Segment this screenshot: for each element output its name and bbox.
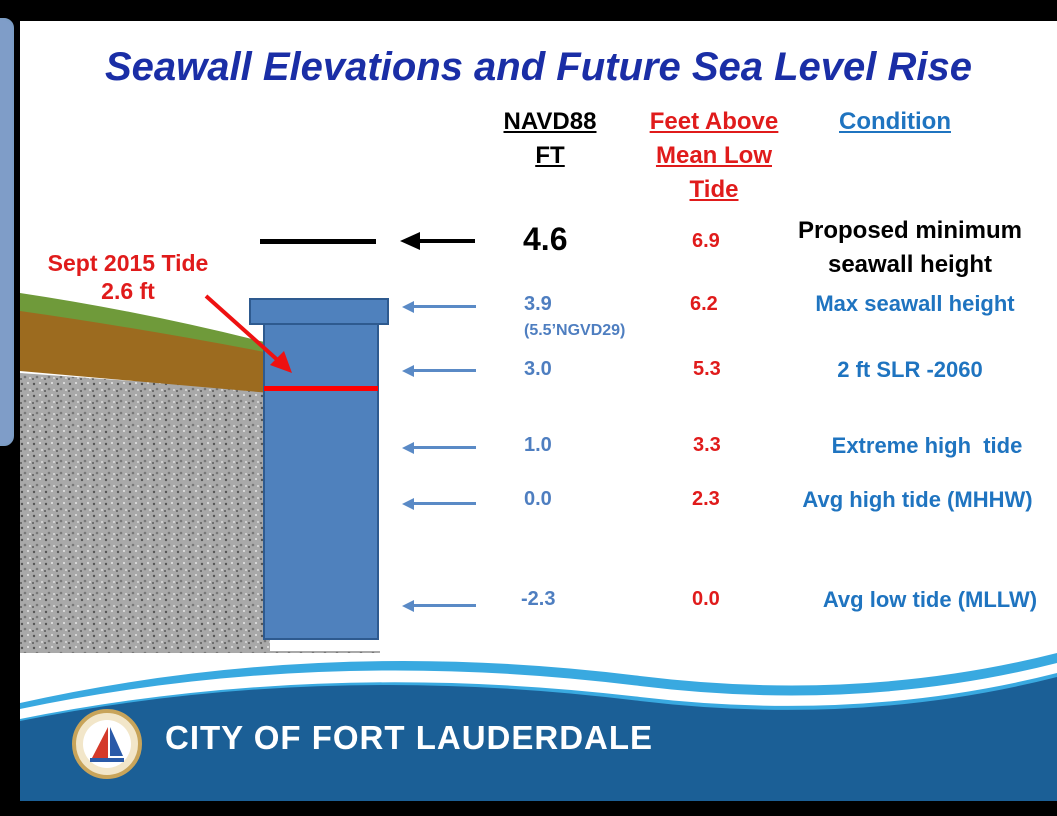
arrow-head-row-3 — [402, 365, 414, 377]
header-feet-line3: Tide — [689, 176, 739, 203]
side-panel — [0, 18, 14, 446]
navd88-value-row-6: -2.3 — [521, 588, 556, 610]
feet-value-row-6: 0.0 — [692, 588, 720, 610]
header-feet-line1: Feet Above — [649, 108, 779, 135]
feet-value-row-4: 3.3 — [693, 434, 721, 456]
tide-label-line2: 2.6 ft — [101, 278, 155, 304]
feet-value-row-5: 2.3 — [692, 488, 720, 510]
condition-row-4: Extreme high tide — [831, 433, 1023, 458]
tide-label-line1: Sept 2015 Tide — [47, 250, 209, 276]
proposed-height-line — [260, 239, 376, 244]
slide: Seawall Elevations and Future Sea Level … — [20, 21, 1057, 801]
tide-pointer-head — [270, 351, 292, 373]
condition-row-6: Avg low tide (MLLW) — [822, 587, 1038, 612]
header-navd88-line2: FT — [535, 142, 565, 169]
navd88-value-row-2: 3.9 — [524, 293, 552, 315]
condition-row-3: 2 ft SLR -2060 — [837, 357, 983, 382]
proposed-arrow-head — [400, 232, 420, 250]
navd88-note-row-2: (5.5’NGVD29) — [524, 322, 626, 339]
proposed-arrow-shaft — [415, 239, 475, 243]
seawall-body — [263, 322, 379, 640]
footer-wave-white — [20, 663, 1057, 719]
arrow-row-3 — [414, 369, 476, 372]
grass-layer — [20, 293, 270, 353]
arrow-row-5 — [414, 502, 476, 505]
condition-row-1: Proposed minimum seawall height — [775, 214, 1045, 282]
header-feet-above: Feet Above Mean Low Tide — [630, 105, 798, 207]
arrow-head-row-2 — [402, 301, 414, 313]
condition-row-5: Avg high tide (MHHW) — [802, 487, 1033, 512]
header-condition: Condition — [839, 108, 951, 135]
condition-row-2: Max seawall height — [815, 291, 1015, 316]
footer-band — [20, 677, 1057, 801]
feet-value-row-3: 5.3 — [693, 358, 721, 380]
tide-pointer-line — [204, 294, 284, 366]
navd88-value-row-4: 1.0 — [524, 434, 552, 456]
seawall-cap — [249, 298, 389, 325]
condition-row-1-line1: Proposed minimum — [797, 217, 1023, 244]
navd88-value-row-1: 4.6 — [523, 221, 568, 257]
gravel-below-wall — [20, 381, 270, 653]
header-feet-line2: Mean Low — [655, 142, 772, 169]
condition-row-1-line2: seawall height — [827, 251, 993, 278]
arrow-row-2 — [414, 305, 476, 308]
tide-label: Sept 2015 Tide 2.6 ft — [28, 249, 228, 305]
sept-2015-tide-line — [264, 386, 378, 391]
seawall-illustration — [20, 232, 1057, 801]
feet-value-row-2: 6.2 — [690, 293, 718, 315]
feet-value-row-1: 6.9 — [692, 230, 720, 252]
footer-org-name: CITY OF FORT LAUDERDALE — [165, 719, 654, 756]
soil-layer — [20, 308, 270, 393]
header-navd88: NAVD88 FT — [490, 105, 610, 173]
arrow-head-row-5 — [402, 498, 414, 510]
header-navd88-line1: NAVD88 — [503, 108, 597, 135]
arrow-row-4 — [414, 446, 476, 449]
navd88-value-row-5: 0.0 — [524, 488, 552, 510]
navd88-value-row-3: 3.0 — [524, 358, 552, 380]
arrow-head-row-6 — [402, 600, 414, 612]
arrow-head-row-4 — [402, 442, 414, 454]
arrow-row-6 — [414, 604, 476, 607]
slide-title: Seawall Elevations and Future Sea Level … — [104, 45, 972, 89]
